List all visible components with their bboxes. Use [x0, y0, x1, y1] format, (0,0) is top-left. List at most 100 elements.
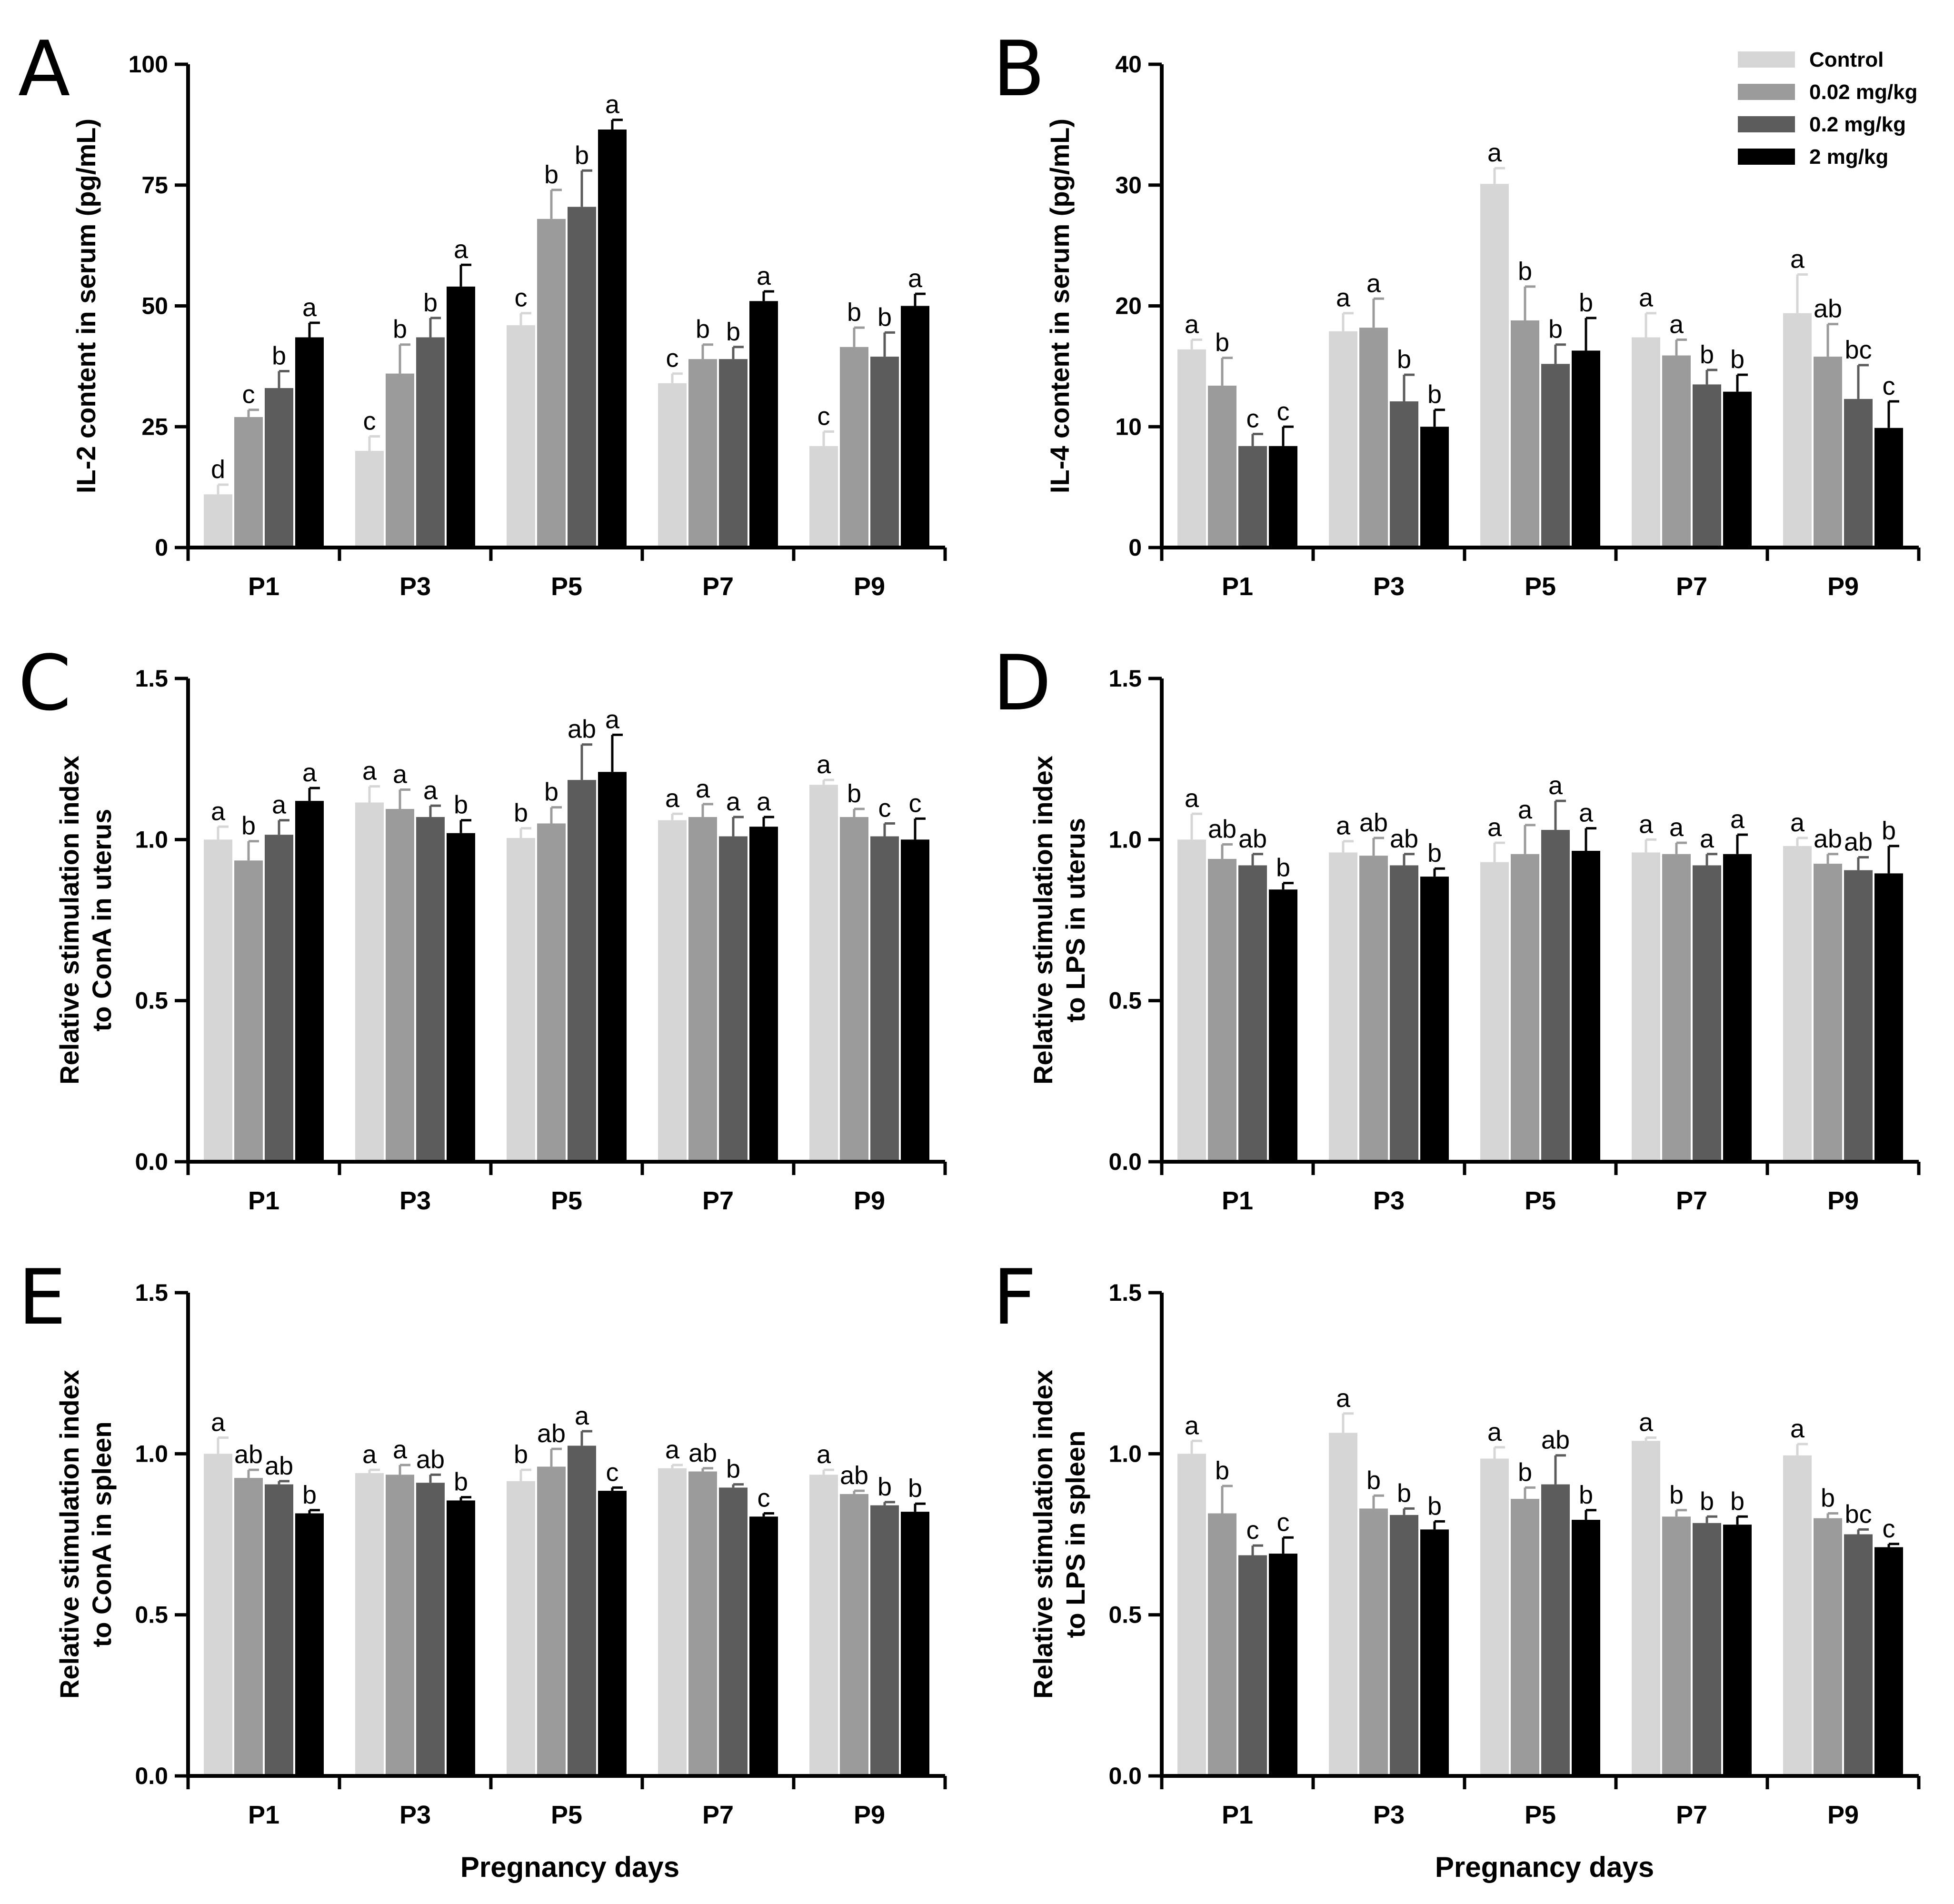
bar-c-s0-p1 — [204, 839, 232, 1162]
y-axis-title-a: IL-2 content in serum (pg/mL) — [71, 119, 101, 493]
sig-label-e-s0-p5: b — [514, 1440, 528, 1469]
sig-label-b-s3-p9: c — [1883, 372, 1895, 400]
sig-label-f-s0-p5: a — [1487, 1418, 1502, 1446]
sig-label-a-s1-p1: c — [242, 380, 255, 409]
sig-label-f-s3-p9: c — [1883, 1515, 1895, 1543]
sig-label-b-s2-p3: b — [1397, 345, 1411, 374]
sig-label-f-s0-p7: a — [1639, 1408, 1654, 1437]
bar-b-s0-p9 — [1783, 313, 1812, 548]
y-tick-label-d-1: 0.5 — [1108, 987, 1142, 1014]
x-tick-label-d-p3: P3 — [1373, 1186, 1405, 1215]
x-tick-label-c-p7: P7 — [702, 1186, 734, 1215]
bar-c-s1-p7 — [688, 817, 717, 1162]
bar-a-s0-p5 — [507, 325, 535, 548]
bar-a-s1-p1 — [234, 417, 263, 548]
bar-c-s1-p1 — [234, 860, 263, 1162]
bar-c-s2-p7 — [719, 836, 748, 1162]
y-tick-label-c-2: 1.0 — [135, 826, 168, 853]
sig-label-e-s2-p1: ab — [265, 1452, 293, 1480]
sig-label-a-s0-p5: c — [515, 284, 528, 312]
sig-label-a-s1-p7: b — [696, 315, 710, 344]
bar-b-s2-p1 — [1238, 446, 1267, 548]
sig-label-c-s3-p5: a — [605, 705, 620, 734]
sig-label-f-s1-p9: b — [1821, 1484, 1835, 1513]
bar-b-s0-p5 — [1480, 184, 1509, 548]
bar-a-s3-p1 — [295, 337, 324, 548]
sig-label-b-s1-p5: b — [1518, 257, 1532, 286]
bar-f-s0-p3 — [1329, 1433, 1357, 1776]
bar-c-s3-p7 — [749, 827, 778, 1162]
bar-e-s2-p1 — [265, 1484, 293, 1776]
bar-a-s3-p9 — [901, 306, 929, 548]
sig-label-d-s1-p3: ab — [1359, 808, 1388, 837]
sig-label-e-s1-p9: ab — [840, 1461, 868, 1490]
sig-label-e-s0-p1: a — [211, 1408, 226, 1437]
sig-label-c-s1-p7: a — [696, 775, 710, 803]
bar-f-s1-p3 — [1359, 1508, 1388, 1776]
sig-label-c-s2-p3: a — [423, 776, 438, 805]
bar-e-s0-p1 — [204, 1454, 232, 1776]
y-tick-label-b-0: 0 — [1128, 534, 1142, 561]
bar-b-s0-p3 — [1329, 331, 1357, 548]
bar-d-s2-p3 — [1390, 865, 1418, 1162]
bar-d-s0-p9 — [1783, 846, 1812, 1162]
legend-label-low: 0.02 mg/kg — [1809, 80, 1917, 104]
sig-label-c-s0-p9: a — [817, 750, 831, 779]
sig-label-e-s3-p3: b — [454, 1468, 468, 1496]
sig-label-e-s3-p5: c — [606, 1458, 619, 1486]
legend-swatch-mid — [1738, 116, 1795, 132]
sig-label-a-s2-p1: b — [272, 342, 286, 370]
bar-e-s3-p3 — [447, 1500, 475, 1776]
bar-d-s3-p3 — [1420, 877, 1449, 1162]
sig-label-d-s2-p7: a — [1700, 825, 1715, 853]
bar-d-s1-p5 — [1511, 854, 1539, 1162]
x-tick-label-a-p5: P5 — [551, 572, 582, 601]
bar-e-s3-p1 — [295, 1513, 324, 1776]
y-axis-title-e-line1: Relative stimulation index — [54, 1370, 84, 1699]
bar-f-s3-p7 — [1723, 1525, 1752, 1776]
sig-label-c-s1-p9: b — [847, 779, 861, 808]
sig-label-a-s3-p1: a — [302, 293, 317, 322]
bar-c-s0-p5 — [507, 837, 535, 1162]
y-tick-label-d-0: 0.0 — [1108, 1148, 1142, 1175]
sig-label-f-s2-p5: ab — [1541, 1426, 1570, 1455]
bar-f-s3-p1 — [1269, 1554, 1297, 1776]
sig-label-b-s2-p1: c — [1246, 404, 1259, 433]
bar-b-s1-p7 — [1662, 355, 1691, 548]
sig-label-a-s0-p9: c — [817, 402, 830, 430]
sig-label-c-s1-p1: b — [241, 812, 256, 840]
y-axis-title-c-line2: to ConA in uterus — [87, 809, 117, 1032]
bar-b-s1-p5 — [1511, 320, 1539, 548]
sig-label-f-s1-p3: b — [1366, 1466, 1381, 1495]
sig-label-f-s2-p9: bc — [1844, 1500, 1872, 1528]
bar-d-s1-p7 — [1662, 854, 1691, 1162]
sig-label-e-s3-p1: b — [302, 1481, 317, 1509]
bar-f-s1-p1 — [1208, 1513, 1236, 1776]
x-tick-label-d-p1: P1 — [1222, 1186, 1253, 1215]
bar-a-s2-p3 — [416, 337, 445, 548]
bar-d-s2-p5 — [1541, 830, 1570, 1162]
sig-label-d-s2-p3: ab — [1390, 825, 1418, 853]
bar-e-s1-p5 — [537, 1466, 566, 1776]
bar-b-s3-p1 — [1269, 446, 1297, 548]
y-tick-label-b-3: 30 — [1115, 172, 1142, 199]
x-axis-title-left: Pregnancy days — [460, 1851, 679, 1883]
bar-c-s3-p1 — [295, 801, 324, 1162]
sig-label-a-s0-p7: c — [666, 344, 679, 373]
sig-label-c-s0-p1: a — [211, 797, 226, 826]
bar-f-s2-p3 — [1390, 1515, 1418, 1776]
x-tick-label-c-p5: P5 — [551, 1186, 582, 1215]
bar-a-s2-p1 — [265, 388, 293, 548]
sig-label-c-s0-p7: a — [665, 784, 680, 813]
sig-label-b-s3-p3: b — [1427, 380, 1442, 409]
x-tick-label-a-p1: P1 — [248, 572, 279, 601]
sig-label-d-s3-p9: b — [1882, 817, 1896, 845]
bar-a-s0-p3 — [355, 451, 384, 548]
y-tick-label-c-3: 1.5 — [135, 665, 168, 692]
y-tick-label-f-1: 0.5 — [1108, 1602, 1142, 1628]
bar-a-s1-p9 — [840, 347, 868, 548]
sig-label-b-s2-p5: b — [1548, 315, 1563, 344]
panel-letter-c: C — [18, 638, 71, 728]
